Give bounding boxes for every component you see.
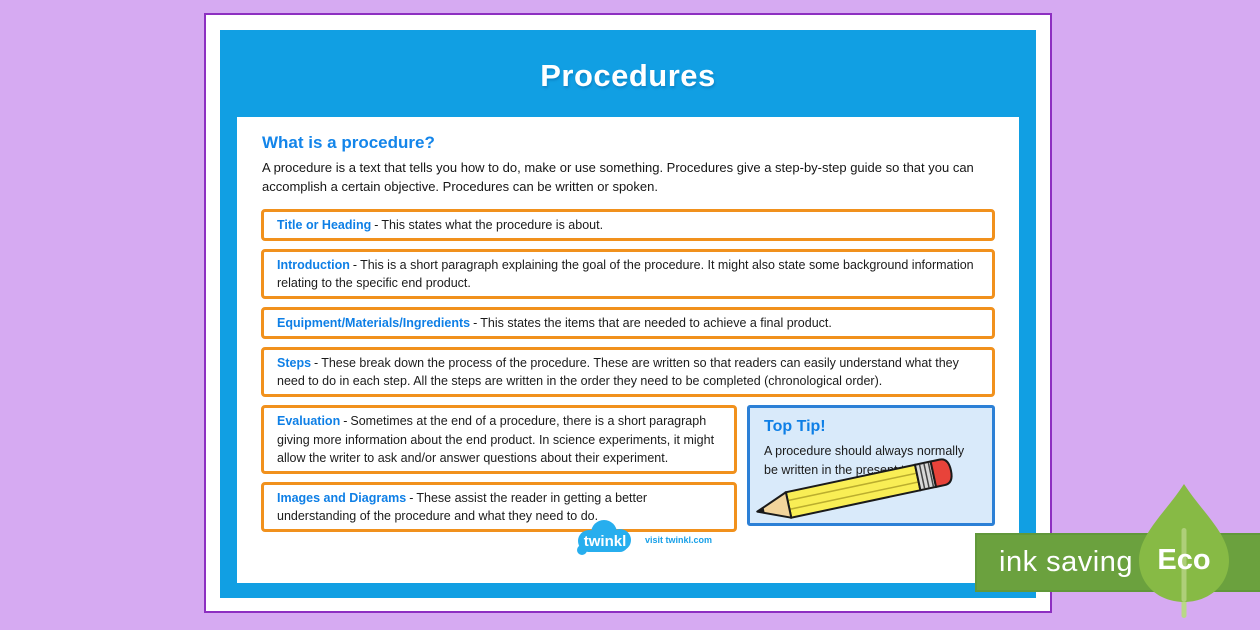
blue-panel: Procedures What is a procedure? A proced… [220, 30, 1036, 598]
top-tip-heading: Top Tip! [764, 418, 826, 436]
info-box-label: Steps [277, 356, 312, 371]
info-box-equipment: Equipment/Materials/Ingredients - This sta… [261, 307, 995, 340]
info-box-text: This states what the procedure is about. [381, 217, 604, 232]
label-separator: - [352, 257, 358, 272]
info-box-text: These break down the process of the proc… [277, 356, 959, 389]
info-box-text: This is a short paragraph explaining the… [277, 257, 974, 290]
eco-leaf-icon [1139, 484, 1229, 618]
poster-title: Procedures [540, 58, 716, 93]
twinkl-cloud-icon: twinkl [577, 520, 631, 555]
info-box-text: Sometimes at the end of a procedure, the… [277, 414, 715, 465]
info-box-title-or-heading: Title or Heading - This states what the pr… [261, 208, 995, 241]
info-box-images-diagrams: Images and Diagrams - These assist the rea… [261, 481, 737, 533]
eco-label: Eco [1157, 544, 1211, 576]
intro-heading: What is a procedure? [262, 133, 435, 152]
info-box-steps: Steps - These break down the process of th… [261, 347, 995, 398]
label-separator: - [314, 356, 319, 371]
label-separator: - [409, 490, 414, 505]
content-area: What is a procedure? A procedure is a te… [237, 117, 1019, 583]
info-box-introduction: Introduction - This is a short paragraph e… [261, 248, 995, 300]
info-box-label: Evaluation [277, 414, 341, 429]
pencil-icon [747, 450, 972, 535]
twinkl-logo: twinkl visit twinkl.com [573, 519, 712, 561]
visit-link[interactable]: visit twinkl.com [645, 535, 713, 545]
label-separator: - [473, 316, 478, 331]
label-separator: - [374, 217, 379, 232]
info-box-label: Title or Heading [277, 217, 372, 232]
info-box-label: Images and Diagrams [277, 490, 407, 505]
twinkl-logo-text: twinkl [584, 533, 627, 550]
info-box-text: This states the items that are needed to… [480, 316, 832, 331]
label-separator: - [343, 414, 348, 429]
poster-page: Procedures What is a procedure? A proced… [204, 13, 1052, 613]
intro-paragraph: A procedure is a text that tells you how… [262, 160, 974, 194]
info-box-label: Introduction [277, 257, 350, 272]
bottom-left-column: Evaluation - Sometimes at the end of a pro… [261, 405, 737, 540]
ink-saving-label: ink saving [999, 546, 1133, 578]
info-box-text: These assist the reader in getting a bet… [277, 490, 648, 523]
info-box-evaluation: Evaluation - Sometimes at the end of a pro… [261, 405, 737, 474]
info-box-label: Equipment/Materials/Ingredients [277, 316, 471, 331]
